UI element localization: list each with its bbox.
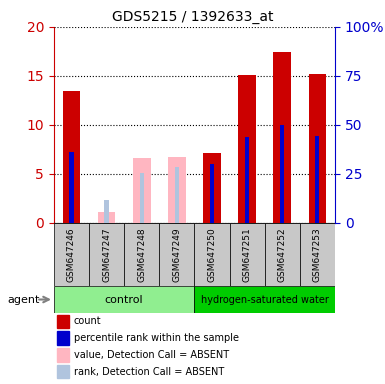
Text: GSM647246: GSM647246	[67, 227, 76, 282]
Bar	[309, 74, 326, 223]
Text: count: count	[74, 316, 101, 326]
Text: GSM647247: GSM647247	[102, 227, 111, 282]
Bar	[280, 125, 285, 223]
Bar	[245, 137, 249, 223]
Bar	[54, 223, 89, 286]
Text: agent: agent	[8, 295, 40, 305]
Bar	[57, 348, 69, 362]
Bar	[57, 314, 69, 328]
Bar	[265, 223, 300, 286]
Text: GSM647251: GSM647251	[243, 227, 252, 282]
Bar	[315, 136, 320, 223]
Bar	[194, 223, 229, 286]
Bar	[300, 223, 335, 286]
Bar	[273, 52, 291, 223]
Bar	[57, 365, 69, 379]
Bar	[124, 223, 159, 286]
Text: GDS5215 / 1392633_at: GDS5215 / 1392633_at	[112, 10, 273, 23]
Text: GSM647248: GSM647248	[137, 227, 146, 282]
Bar	[168, 157, 186, 223]
Text: control: control	[105, 295, 144, 305]
Bar	[194, 286, 335, 313]
Bar	[57, 331, 69, 345]
Bar	[175, 167, 179, 223]
Bar	[229, 223, 265, 286]
Text: rank, Detection Call = ABSENT: rank, Detection Call = ABSENT	[74, 367, 224, 377]
Bar	[54, 286, 194, 313]
Bar	[159, 223, 194, 286]
Text: GSM647250: GSM647250	[208, 227, 216, 282]
Text: hydrogen-saturated water: hydrogen-saturated water	[201, 295, 329, 305]
Text: GSM647249: GSM647249	[172, 227, 181, 282]
Bar	[210, 164, 214, 223]
Bar	[104, 200, 109, 223]
Bar	[69, 152, 74, 223]
Bar	[89, 223, 124, 286]
Bar	[98, 212, 116, 223]
Text: percentile rank within the sample: percentile rank within the sample	[74, 333, 239, 343]
Bar	[63, 91, 80, 223]
Bar	[238, 75, 256, 223]
Bar	[140, 173, 144, 223]
Text: GSM647252: GSM647252	[278, 227, 287, 282]
Bar	[203, 153, 221, 223]
Bar	[133, 158, 151, 223]
Text: value, Detection Call = ABSENT: value, Detection Call = ABSENT	[74, 350, 229, 360]
Text: GSM647253: GSM647253	[313, 227, 322, 282]
